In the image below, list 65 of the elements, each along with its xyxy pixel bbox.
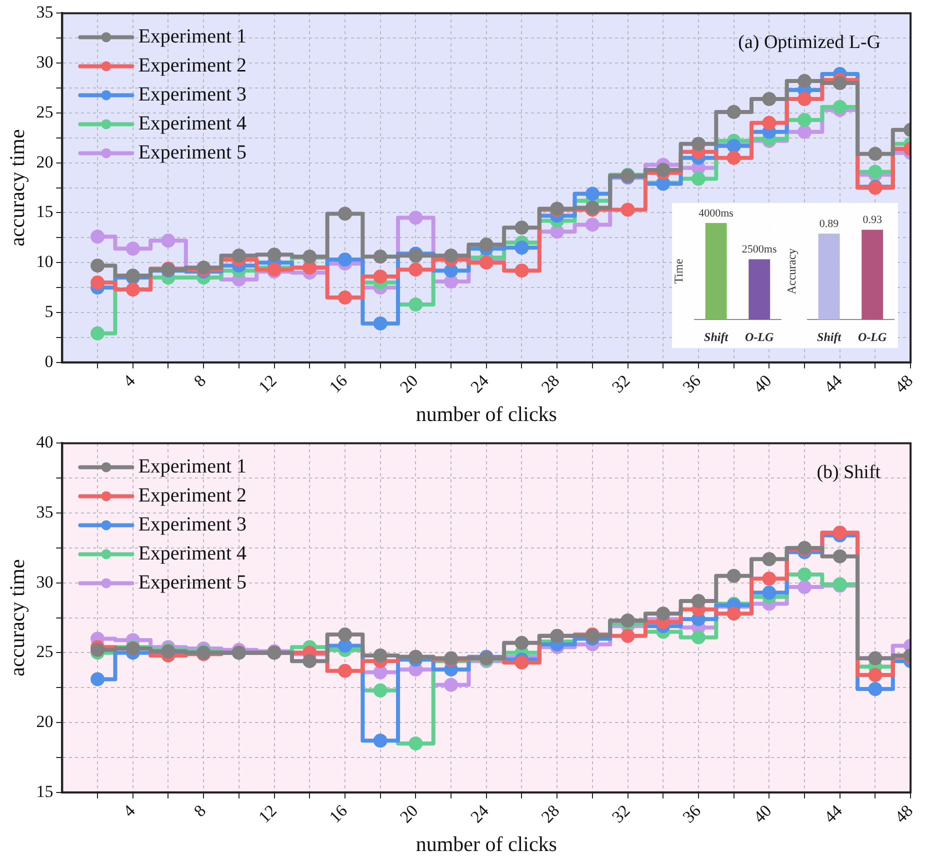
- legend-label: Experiment 4: [138, 112, 247, 134]
- x-tick-label: Shift: [817, 330, 842, 344]
- x-tick-label: O-LG: [858, 330, 888, 344]
- x-tick-label: 28: [538, 371, 564, 397]
- x-tick-label: 12: [254, 371, 280, 397]
- x-tick-label: 36: [679, 371, 704, 397]
- x-tick-label: 16: [326, 801, 351, 827]
- x-tick-label: 12: [254, 801, 280, 827]
- x-tick-label: 20: [396, 371, 422, 397]
- y-tick-label: 5: [44, 302, 54, 321]
- y-tick-label: 25: [36, 642, 54, 662]
- y-tick-label: 20: [36, 712, 54, 731]
- data-label: 0.89: [819, 218, 840, 230]
- x-tick-label: 24: [466, 800, 493, 827]
- y-tick-label: 20: [36, 152, 54, 172]
- y-tick-label: 30: [36, 572, 54, 592]
- data-label: 0.93: [862, 214, 882, 226]
- x-tick-label: 40: [750, 801, 776, 827]
- legend-label: Experiment 5: [138, 571, 247, 594]
- data-label: 2500ms: [742, 244, 777, 256]
- x-tick-label: 28: [538, 801, 564, 827]
- y-tick-label: 40: [36, 432, 54, 452]
- x-tick-label: 40: [750, 371, 776, 397]
- legend-label: Experiment 4: [138, 542, 247, 564]
- legend-label: Experiment 1: [138, 455, 247, 478]
- legend-label: Experiment 3: [138, 513, 247, 536]
- inset-panel: Time Shift O-LG 4000ms 2500ms Accuracy Shift O-LG 0.89 0.93: [672, 203, 898, 348]
- x-tick-label: 8: [190, 371, 210, 391]
- x-tick-label: O-LG: [745, 330, 774, 344]
- x-tick-label: 32: [608, 371, 634, 397]
- y-axis-title: accuracy time: [5, 559, 30, 676]
- legend-label: Experiment 3: [138, 83, 247, 106]
- y-axis-title: Time: [671, 258, 686, 284]
- y-tick-label: 0: [44, 352, 54, 371]
- y-tick-label: 30: [36, 52, 54, 72]
- y-tick-label: 10: [36, 252, 54, 272]
- x-tick-label: Shift: [704, 330, 729, 344]
- x-tick-label: 4: [119, 370, 140, 391]
- y-tick-label: 25: [36, 102, 54, 122]
- legend-label: Experiment 1: [138, 25, 247, 48]
- x-tick-label: 48: [891, 801, 917, 827]
- x-tick-label: 44: [820, 370, 846, 397]
- y-axis-title: accuracy time: [5, 129, 30, 246]
- text: (a) Optimized L-G: [738, 32, 881, 54]
- x-axis-title: number of clicks: [416, 832, 557, 856]
- legend-label: Experiment 2: [138, 484, 247, 506]
- x-tick-label: 24: [466, 370, 493, 397]
- legend-label: Experiment 2: [138, 54, 247, 76]
- x-tick-label: 32: [608, 801, 634, 827]
- x-tick-label: 44: [820, 800, 846, 827]
- y-tick-label: 15: [36, 202, 54, 222]
- legend-label: Experiment 5: [138, 141, 247, 164]
- x-tick-label: 4: [119, 800, 140, 821]
- y-axis-title: Accuracy: [784, 248, 798, 294]
- x-tick-label: 20: [396, 801, 422, 827]
- x-tick-label: 36: [679, 801, 704, 827]
- y-tick-label: 35: [36, 502, 54, 522]
- x-tick-label: 16: [326, 371, 351, 397]
- x-tick-label: 48: [891, 371, 917, 397]
- x-tick-label: 8: [190, 801, 210, 821]
- x-axis-title: number of clicks: [416, 402, 557, 426]
- data-label: 4000ms: [698, 207, 734, 220]
- y-tick-label: 35: [36, 2, 54, 22]
- y-tick-label: 15: [36, 782, 54, 801]
- text: (b) Shift: [816, 462, 882, 484]
